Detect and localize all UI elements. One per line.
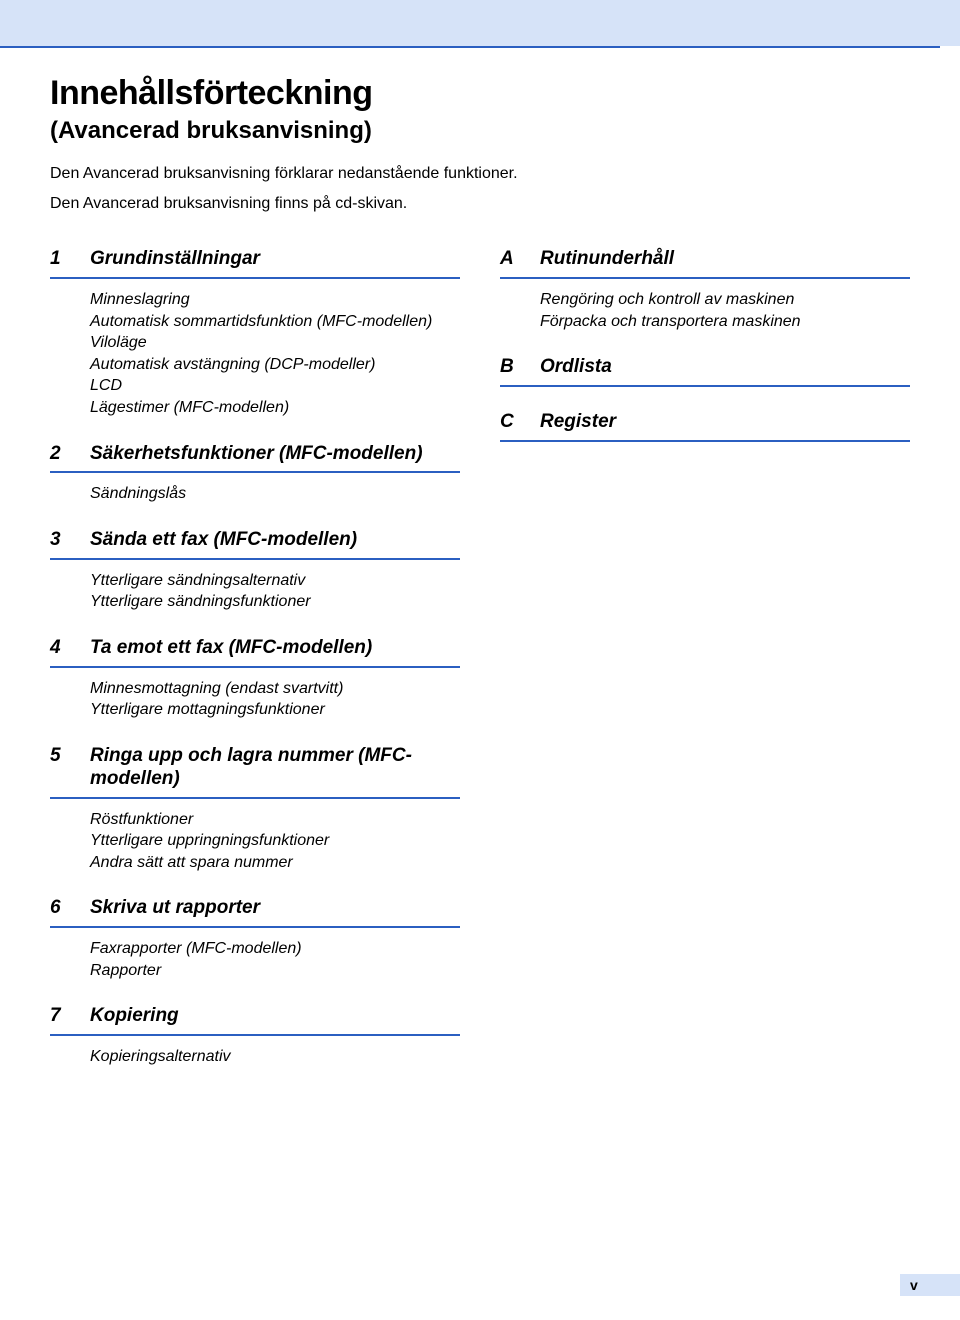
- content: Innehållsförteckning (Avancerad bruksanv…: [0, 48, 960, 1092]
- right-column: ARutinunderhåll Rengöring och kontroll av…: [500, 248, 910, 1091]
- chapter-subitem: Förpacka och transportera maskinen: [540, 311, 910, 333]
- chapter-subitem: Lägestimer (MFC-modellen): [90, 397, 460, 419]
- chapter-heading: 6Skriva ut rapporter: [50, 897, 460, 928]
- chapter-subitems: Ytterligare sändningsalternativYtterliga…: [90, 570, 460, 613]
- chapter-number: 1: [50, 248, 90, 270]
- chapter-title: Ringa upp och lagra nummer (MFC-modellen…: [90, 745, 460, 791]
- chapter-number: B: [500, 356, 540, 378]
- chapter-subitem: Andra sätt att spara nummer: [90, 852, 460, 874]
- chapter-number: 5: [50, 745, 90, 767]
- chapter-number: A: [500, 248, 540, 270]
- chapter: BOrdlista: [500, 356, 910, 387]
- chapter-subitem: Viloläge: [90, 332, 460, 354]
- chapter-subitems: Rengöring och kontroll av maskinenFörpac…: [540, 289, 910, 332]
- chapter-title: Sända ett fax (MFC-modellen): [90, 529, 357, 552]
- chapter-subitems: MinneslagringAutomatisk sommartidsfunkti…: [90, 289, 460, 419]
- chapter-subitem: Röstfunktioner: [90, 809, 460, 831]
- intro-line-1: Den Avancerad bruksanvisning förklarar n…: [50, 163, 910, 185]
- chapter-subitem: Ytterligare uppringningsfunktioner: [90, 830, 460, 852]
- chapter-subitems: Kopieringsalternativ: [90, 1046, 460, 1068]
- chapter-subitems: Minnesmottagning (endast svartvitt)Ytter…: [90, 678, 460, 721]
- chapter-title: Skriva ut rapporter: [90, 897, 260, 920]
- page-title: Innehållsförteckning: [50, 74, 910, 113]
- chapter-subitems: Faxrapporter (MFC-modellen)Rapporter: [90, 938, 460, 981]
- chapter-title: Säkerhetsfunktioner (MFC-modellen): [90, 443, 423, 466]
- chapter-subitem: Rapporter: [90, 960, 460, 982]
- intro-line-2: Den Avancerad bruksanvisning finns på cd…: [50, 193, 910, 215]
- chapter-subitem: Rengöring och kontroll av maskinen: [540, 289, 910, 311]
- chapter-subitem: Minneslagring: [90, 289, 460, 311]
- columns: 1GrundinställningarMinneslagringAutomati…: [50, 248, 910, 1091]
- chapter-number: 4: [50, 637, 90, 659]
- chapter-number: 6: [50, 897, 90, 919]
- chapter-subitem: Sändningslås: [90, 483, 460, 505]
- chapter-heading: 1Grundinställningar: [50, 248, 460, 279]
- chapter-heading: 7Kopiering: [50, 1005, 460, 1036]
- chapter-heading: CRegister: [500, 411, 910, 442]
- chapter: 2Säkerhetsfunktioner (MFC-modellen) Sändn…: [50, 443, 460, 505]
- chapter-title: Rutinunderhåll: [540, 248, 674, 271]
- chapter-heading: 5Ringa upp och lagra nummer (MFC-modelle…: [50, 745, 460, 799]
- chapter-subitem: Ytterligare mottagningsfunktioner: [90, 699, 460, 721]
- chapter: 4Ta emot ett fax (MFC-modellen) Minnesmot…: [50, 637, 460, 721]
- page-number: v: [910, 1277, 918, 1293]
- chapter-title: Ta emot ett fax (MFC-modellen): [90, 637, 372, 660]
- chapter-subitem: Automatisk sommartidsfunktion (MFC-model…: [90, 311, 460, 333]
- chapter-subitem: Kopieringsalternativ: [90, 1046, 460, 1068]
- chapter-subitem: Minnesmottagning (endast svartvitt): [90, 678, 460, 700]
- chapter-heading: ARutinunderhåll: [500, 248, 910, 279]
- chapter: 3Sända ett fax (MFC-modellen) Ytterligare…: [50, 529, 460, 613]
- top-band: [0, 0, 960, 46]
- chapter-subitem: Faxrapporter (MFC-modellen): [90, 938, 460, 960]
- chapter-heading: 4Ta emot ett fax (MFC-modellen): [50, 637, 460, 668]
- chapter: ARutinunderhåll Rengöring och kontroll av…: [500, 248, 910, 332]
- chapter: 1GrundinställningarMinneslagringAutomati…: [50, 248, 460, 418]
- chapter-subitems: Sändningslås: [90, 483, 460, 505]
- chapter-number: 2: [50, 443, 90, 465]
- chapter-subitem: Automatisk avstängning (DCP-modeller): [90, 354, 460, 376]
- chapter-heading: BOrdlista: [500, 356, 910, 387]
- chapter: CRegister: [500, 411, 910, 442]
- chapter-title: Ordlista: [540, 356, 612, 379]
- chapter-subitem: Ytterligare sändningsfunktioner: [90, 591, 460, 613]
- chapter: 6Skriva ut rapporter Faxrapporter (MFC-mo…: [50, 897, 460, 981]
- page-subtitle: (Avancerad bruksanvisning): [50, 117, 910, 145]
- chapter-title: Grundinställningar: [90, 248, 260, 271]
- chapter-subitems: RöstfunktionerYtterligare uppringningsfu…: [90, 809, 460, 874]
- left-column: 1GrundinställningarMinneslagringAutomati…: [50, 248, 460, 1091]
- chapter-number: C: [500, 411, 540, 433]
- chapter-title: Register: [540, 411, 616, 434]
- chapter-subitem: Ytterligare sändningsalternativ: [90, 570, 460, 592]
- chapter-heading: 2Säkerhetsfunktioner (MFC-modellen): [50, 443, 460, 474]
- chapter-title: Kopiering: [90, 1005, 179, 1028]
- page: Innehållsförteckning (Avancerad bruksanv…: [0, 0, 960, 1320]
- chapter: 7Kopiering Kopieringsalternativ: [50, 1005, 460, 1067]
- chapter-number: 3: [50, 529, 90, 551]
- chapter-subitem: LCD: [90, 375, 460, 397]
- chapter-heading: 3Sända ett fax (MFC-modellen): [50, 529, 460, 560]
- page-number-tab: v: [900, 1274, 960, 1296]
- chapter: 5Ringa upp och lagra nummer (MFC-modelle…: [50, 745, 460, 873]
- chapter-number: 7: [50, 1005, 90, 1027]
